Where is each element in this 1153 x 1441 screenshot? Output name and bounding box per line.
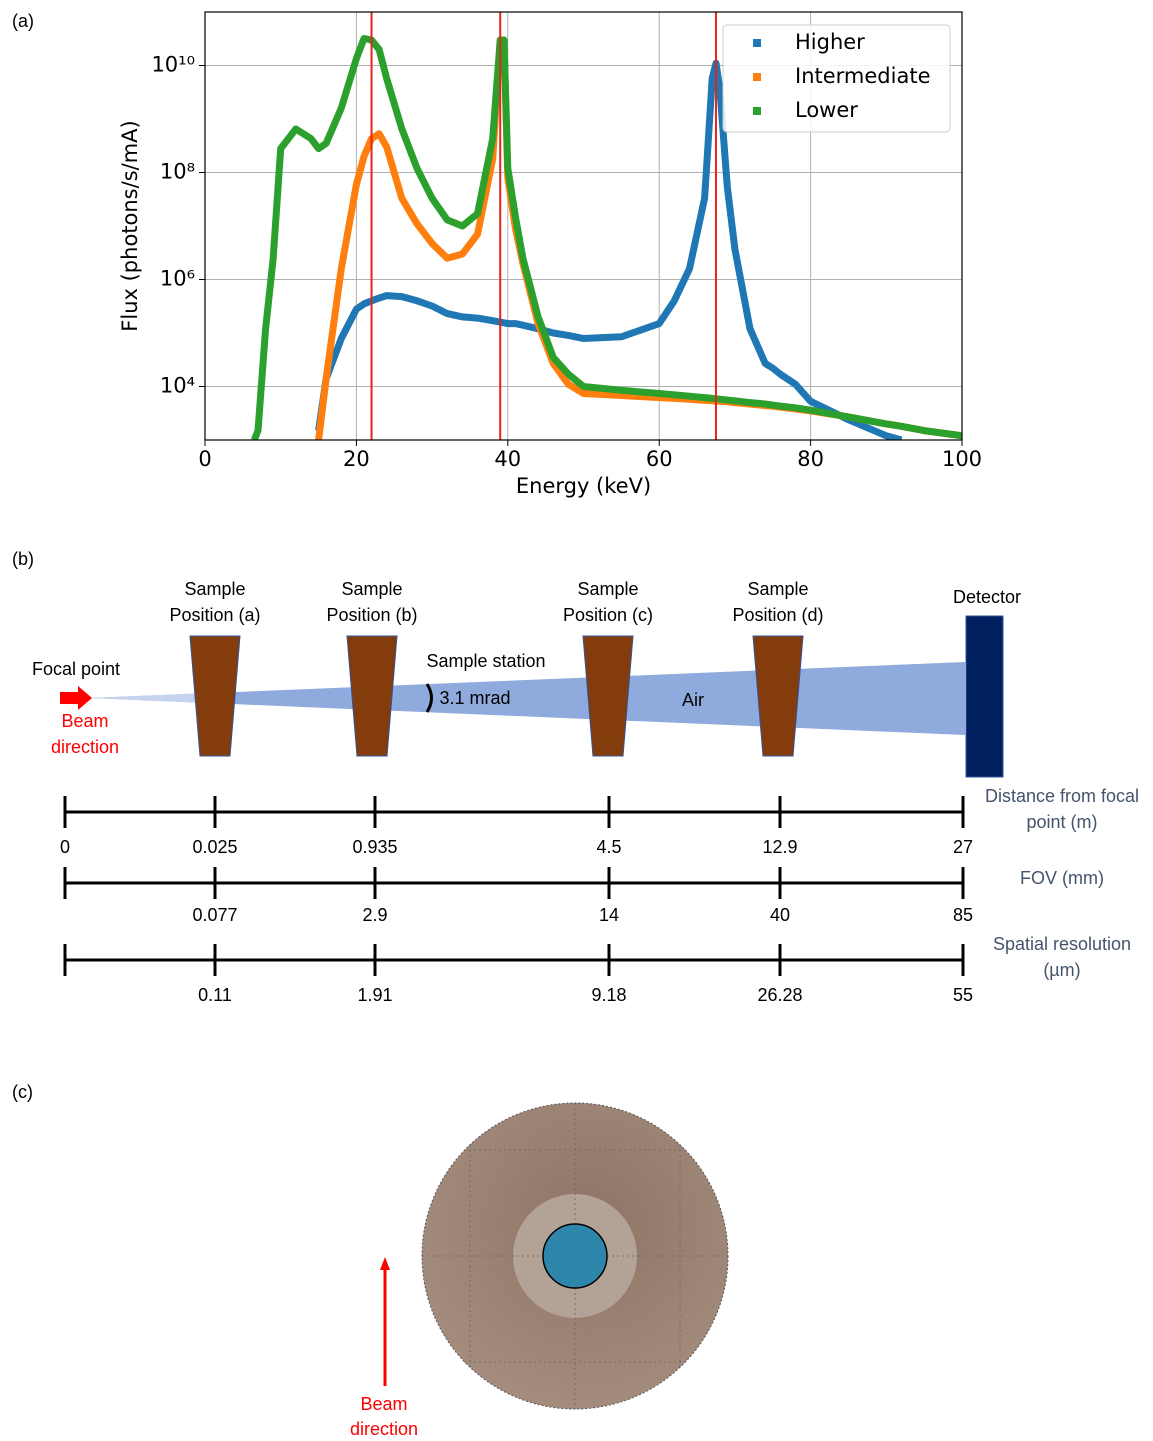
sample-label: Sample — [341, 579, 402, 599]
scale-tick-label: 0.935 — [352, 837, 397, 857]
beam-label: direction — [51, 737, 119, 757]
scale-tick-label: 0.11 — [198, 985, 232, 1005]
scale-label: Spatial resolution — [993, 934, 1131, 954]
x-tick-label: 100 — [942, 447, 982, 471]
sample-holder — [582, 635, 634, 757]
scale-tick-label: 14 — [599, 905, 619, 925]
sample-label: Sample — [184, 579, 245, 599]
y-axis-label: Flux (photons/s/mA) — [118, 120, 142, 331]
sample-holder — [346, 635, 398, 757]
flux-chart: 0 20 40 60 80 100 10⁴ 10⁶ 10⁸ 10¹⁰ Energy (keV) Flu… — [118, 11, 982, 498]
panel-label: (a) — [12, 11, 34, 31]
sample-label: Position (b) — [326, 605, 417, 625]
series-line — [315, 59, 903, 440]
angle-label: 3.1 mrad — [439, 688, 510, 708]
legend-label: Intermediate — [795, 64, 931, 88]
scale-tick-label: 27 — [953, 837, 973, 857]
legend-marker — [753, 73, 761, 81]
scale-tick-label: 4.5 — [596, 837, 621, 857]
beam-cone — [90, 662, 965, 735]
detector-label: Detector — [953, 587, 1021, 607]
beam-arrow — [60, 686, 92, 710]
x-axis-label: Energy (keV) — [516, 474, 651, 498]
plot-frame — [204, 11, 963, 441]
y-tick-label: 10⁸ — [160, 160, 195, 184]
scale-tick-label: 26.28 — [757, 985, 802, 1005]
panel-label: (c) — [12, 1082, 33, 1102]
legend-label: Lower — [795, 98, 858, 122]
sample-label: Sample — [577, 579, 638, 599]
sample-holder — [752, 635, 804, 757]
cross-section: Beam direction — [350, 1102, 729, 1439]
sample-label: Position (a) — [169, 605, 260, 625]
scale-tick-label: 0.025 — [192, 837, 237, 857]
panel-label: (b) — [12, 549, 34, 569]
legend-label: Higher — [795, 30, 865, 54]
series-line — [250, 35, 962, 440]
legend-box — [722, 24, 951, 133]
y-tick-label: 10⁶ — [160, 267, 195, 291]
scale-label: (µm) — [1043, 960, 1080, 980]
legend-marker — [753, 39, 761, 47]
focal-point-label: Focal point — [32, 659, 120, 679]
scale-label: FOV (mm) — [1020, 868, 1104, 888]
scale-label: point (m) — [1026, 812, 1097, 832]
beam-label: direction — [350, 1419, 418, 1439]
scale-tick-label: 40 — [770, 905, 790, 925]
scale-tick-label: 1.91 — [357, 985, 392, 1005]
legend-marker — [753, 107, 761, 115]
y-tick-label: 10⁴ — [160, 374, 195, 398]
setup-diagram: Sample Position (a) Sample Position (b) Samp… — [32, 579, 1139, 1005]
scale-tick-label: 85 — [953, 905, 973, 925]
scale-tick-label: 0 — [60, 837, 70, 857]
beam-arrow-head — [380, 1257, 390, 1270]
scale-tick-label: 55 — [953, 985, 973, 1005]
core — [542, 1223, 608, 1289]
beam-label: Beam — [360, 1394, 407, 1414]
x-tick-label: 0 — [198, 447, 211, 471]
detector — [965, 615, 1004, 778]
medium-label: Air — [682, 690, 704, 710]
x-tick-label: 60 — [646, 447, 673, 471]
sample-holder — [189, 635, 241, 757]
angle-arc — [425, 683, 433, 713]
y-tick-label: 10¹⁰ — [151, 53, 195, 77]
sample-label: Position (d) — [732, 605, 823, 625]
scale-tick-label: 2.9 — [362, 905, 387, 925]
sample-label: Position (c) — [563, 605, 653, 625]
beam-label: Beam — [61, 711, 108, 731]
x-tick-label: 80 — [797, 447, 824, 471]
sample-label: Sample — [747, 579, 808, 599]
scale-label: Distance from focal — [985, 786, 1139, 806]
grid-lines — [422, 1103, 728, 1409]
scale-tick-label: 0.077 — [192, 905, 237, 925]
x-tick-label: 40 — [494, 447, 521, 471]
station-label: Sample station — [426, 651, 545, 671]
scale-tick-label: 12.9 — [762, 837, 797, 857]
scale-tick-label: 9.18 — [591, 985, 626, 1005]
x-tick-label: 20 — [343, 447, 370, 471]
